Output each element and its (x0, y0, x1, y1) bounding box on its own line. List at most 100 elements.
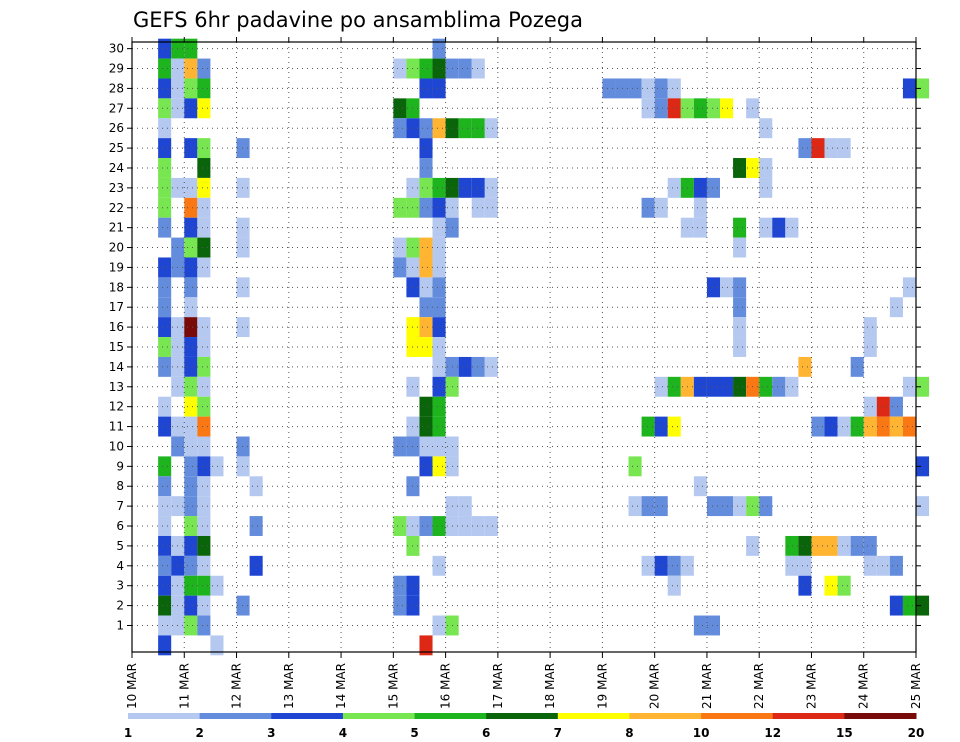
colorbar-label: 6 (482, 726, 490, 740)
precip-cell (197, 476, 211, 497)
y-tick-label: 29 (109, 62, 124, 76)
precip-cell (197, 237, 211, 258)
precip-cell (432, 516, 446, 536)
colorbar-label: 8 (625, 726, 633, 740)
y-tick-label: 9 (116, 459, 124, 473)
precip-cell (654, 197, 668, 218)
precip-cell (432, 277, 446, 298)
precip-cell (197, 257, 211, 278)
precip-cell (419, 257, 433, 278)
precip-cell (158, 138, 172, 159)
precip-cell (197, 396, 211, 417)
colorbar-label: 2 (195, 726, 203, 740)
precip-cell (837, 416, 851, 437)
precip-cell (837, 138, 851, 159)
precip-cell (484, 197, 498, 218)
precip-cell (693, 197, 707, 218)
precip-cell (889, 396, 903, 417)
precip-cell (837, 575, 851, 596)
precip-cell (393, 98, 407, 119)
precip-cell (184, 436, 198, 457)
precip-cell (432, 416, 446, 437)
precip-cell (733, 217, 747, 238)
precip-cell (197, 158, 211, 178)
precip-cell (158, 476, 172, 497)
y-tick-label: 22 (109, 201, 124, 215)
y-tick-label: 25 (109, 141, 124, 155)
precip-cell (824, 535, 838, 556)
precip-cell (419, 396, 433, 417)
precip-cell (184, 38, 198, 59)
precipitation-cells (158, 38, 930, 656)
colorbar-swatch (629, 713, 702, 719)
x-tick-label: 16 MAR (439, 663, 453, 709)
precip-cell (432, 118, 446, 139)
precip-cell (432, 615, 446, 636)
y-tick-label: 14 (109, 360, 124, 374)
precip-cell (484, 177, 498, 198)
precip-cell (393, 58, 407, 79)
precip-cell (236, 317, 250, 338)
precip-cell (158, 615, 172, 636)
precip-cell (458, 516, 472, 536)
y-tick-label: 15 (109, 340, 124, 354)
precip-cell (432, 555, 446, 576)
precip-cell (197, 496, 211, 517)
grid-lines (132, 42, 916, 652)
precip-cell (902, 595, 916, 616)
precip-cell (720, 496, 734, 517)
precip-cell (236, 595, 250, 616)
precip-cell (432, 436, 446, 457)
colorbar-label: 7 (554, 726, 562, 740)
y-tick-label: 19 (109, 260, 124, 274)
precip-cell (876, 396, 890, 417)
y-tick-label: 30 (109, 42, 124, 56)
precip-cell (706, 277, 720, 298)
precip-cell (641, 78, 655, 99)
precip-cell (419, 337, 433, 357)
precip-cell (432, 58, 446, 79)
precip-cell (210, 635, 224, 656)
precip-cell (393, 436, 407, 457)
precip-cell (432, 177, 446, 198)
precip-cell (759, 496, 773, 517)
y-tick-label: 20 (109, 241, 124, 255)
precip-cell (916, 376, 930, 397)
precip-cell (863, 317, 877, 338)
precip-cell (824, 416, 838, 437)
precip-cell (184, 317, 198, 338)
precip-cell (863, 555, 877, 576)
precip-cell (693, 177, 707, 198)
precip-cell (197, 456, 211, 477)
colorbar-swatch (342, 713, 416, 719)
y-axis: 1234567891011121314151617181920212223242… (109, 42, 921, 632)
y-tick-label: 13 (109, 380, 124, 394)
precip-cell (419, 197, 433, 218)
precip-cell (772, 217, 786, 238)
precip-cell (158, 337, 172, 357)
precip-cell (720, 98, 734, 119)
precip-cell (184, 138, 198, 159)
precip-cell (889, 297, 903, 318)
y-tick-label: 24 (109, 161, 124, 175)
precip-cell (667, 177, 681, 198)
precip-cell (210, 575, 224, 596)
precip-cell (641, 416, 655, 437)
precip-cell (824, 575, 838, 596)
x-tick-label: 23 MAR (804, 663, 818, 709)
precip-cell (197, 78, 211, 99)
precip-cell (184, 98, 198, 119)
x-tick-label: 15 MAR (386, 663, 400, 709)
precip-cell (471, 118, 485, 139)
precip-cell (184, 416, 198, 437)
precip-cell (432, 38, 446, 59)
precip-cell (798, 575, 812, 596)
y-tick-label: 18 (109, 280, 124, 294)
precip-cell (197, 177, 211, 198)
precip-cell (419, 436, 433, 457)
precip-cell (628, 496, 642, 517)
precip-cell (419, 635, 433, 656)
precip-cell (432, 197, 446, 218)
precip-cell (419, 58, 433, 79)
